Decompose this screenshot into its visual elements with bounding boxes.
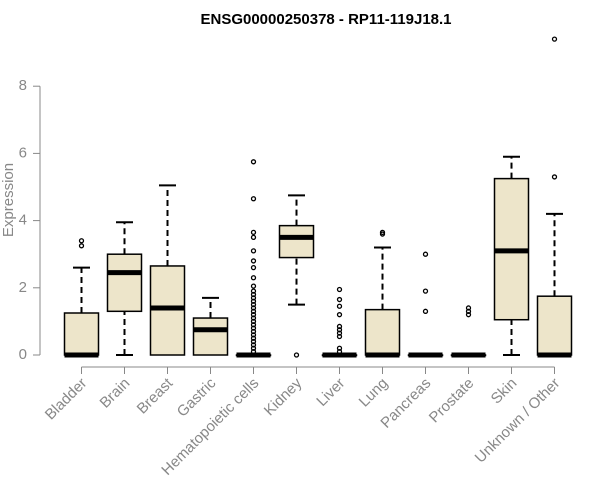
y-axis: 0 2 4 6 8: [19, 77, 41, 363]
x-tick-label: Breast: [134, 374, 177, 417]
outlier-point: [78, 243, 85, 249]
x-tick-label: Kidney: [261, 374, 306, 419]
x-tick-label: Brain: [97, 375, 134, 412]
outlier-point: [422, 251, 429, 257]
box-body: [106, 253, 143, 313]
box-prostate: [450, 305, 487, 358]
y-tick-label: 0: [19, 346, 27, 363]
outlier-point: [250, 275, 257, 281]
y-axis-label: Expression: [0, 163, 17, 237]
outlier-point: [336, 303, 343, 309]
outlier-point: [379, 229, 386, 236]
outlier-point: [250, 196, 257, 202]
box-body: [278, 224, 315, 259]
outlier-point: [422, 308, 429, 314]
outlier-point: [336, 345, 343, 351]
outlier-point: [336, 286, 343, 293]
outlier-point: [422, 288, 429, 294]
outlier-point: [250, 159, 257, 165]
box-gastric: [192, 296, 229, 356]
box-kidney: [278, 194, 315, 358]
box-body: [536, 295, 573, 356]
y-tick-label: 8: [19, 77, 27, 94]
outlier-point: [465, 305, 472, 311]
outlier-point: [293, 352, 300, 358]
box-breast: [149, 184, 186, 356]
box-skin: [493, 155, 530, 356]
outlier-point: [78, 238, 85, 244]
outlier-point: [336, 323, 343, 330]
box-body: [63, 312, 100, 356]
box-liver: [321, 286, 358, 358]
outlier-point: [250, 248, 257, 254]
y-tick-label: 6: [19, 144, 27, 161]
box-brain: [106, 221, 143, 356]
outlier-point: [250, 229, 257, 236]
y-tick-label: 2: [19, 279, 27, 296]
box-unknown-other: [536, 36, 573, 358]
outlier-point: [250, 264, 257, 271]
x-tick-label: Prostate: [426, 375, 478, 427]
outlier-point: [336, 312, 343, 318]
chart-title: ENSG00000250378 - RP11-119J18.1: [200, 11, 451, 28]
x-tick-label: Bladder: [42, 375, 91, 424]
outlier-point: [250, 283, 257, 289]
boxes-layer: [63, 36, 573, 358]
box-body: [364, 308, 401, 356]
box-bladder: [63, 238, 100, 358]
outlier-point: [551, 174, 558, 180]
x-tick-label: Lung: [356, 375, 392, 411]
outlier-point: [250, 234, 257, 241]
box-pancreas: [407, 251, 444, 358]
x-tick-label: Liver: [313, 375, 348, 410]
outlier-point: [250, 258, 257, 264]
box-body: [149, 265, 186, 356]
outlier-point: [336, 296, 343, 303]
box-lung: [364, 229, 401, 358]
x-tick-label: Skin: [488, 375, 521, 408]
y-tick-label: 4: [19, 212, 27, 229]
box-body: [192, 317, 229, 356]
outlier-point: [250, 288, 257, 294]
box-hematopoietic-cells: [235, 159, 272, 358]
outlier-point: [551, 36, 558, 42]
